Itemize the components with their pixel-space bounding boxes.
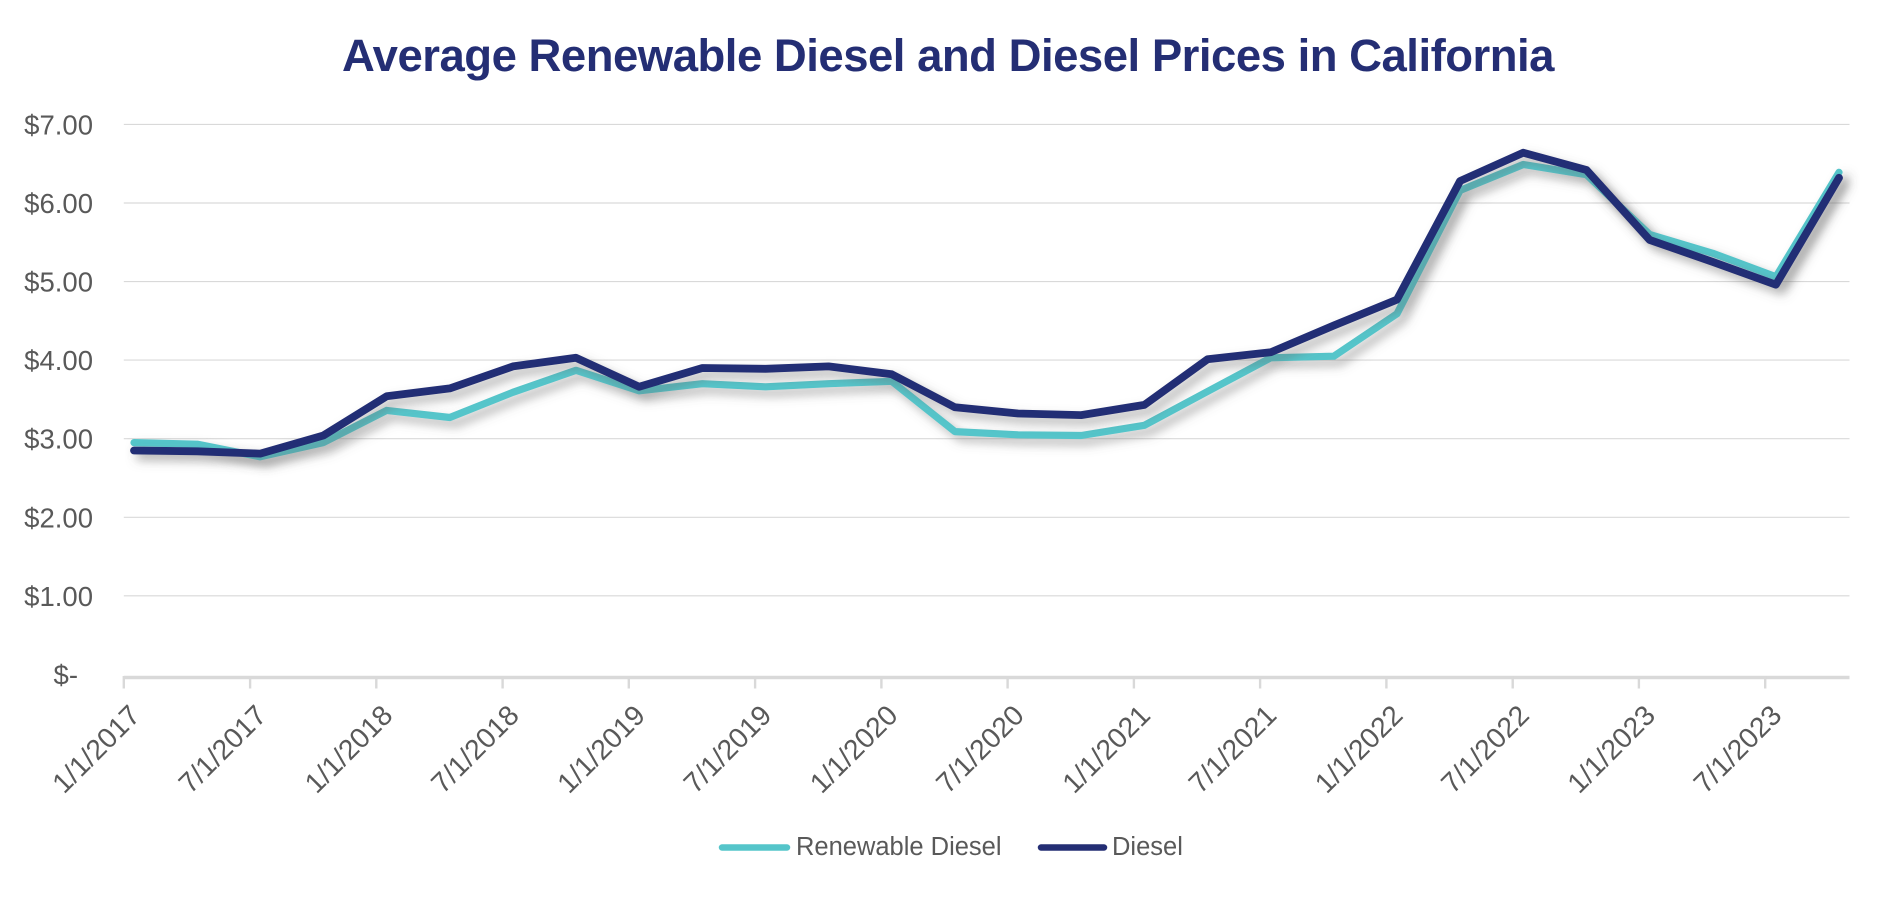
- svg-text:$2.00: $2.00: [24, 502, 93, 533]
- svg-text:Diesel: Diesel: [1112, 833, 1183, 861]
- svg-text:$5.00: $5.00: [24, 267, 93, 298]
- svg-text:$4.00: $4.00: [24, 345, 93, 376]
- svg-text:Average Renewable Diesel and D: Average Renewable Diesel and Diesel Pric…: [342, 30, 1555, 81]
- svg-text:$6.00: $6.00: [24, 188, 93, 219]
- svg-text:Renewable Diesel: Renewable Diesel: [796, 833, 1002, 861]
- svg-text:$3.00: $3.00: [24, 424, 93, 455]
- svg-text:$1.00: $1.00: [24, 581, 93, 612]
- svg-text:$7.00: $7.00: [24, 109, 93, 140]
- svg-text:$-: $-: [54, 659, 78, 690]
